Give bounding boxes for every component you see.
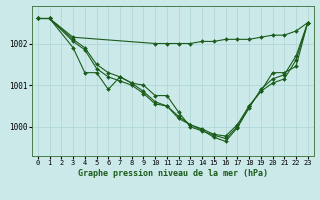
- X-axis label: Graphe pression niveau de la mer (hPa): Graphe pression niveau de la mer (hPa): [78, 169, 268, 178]
